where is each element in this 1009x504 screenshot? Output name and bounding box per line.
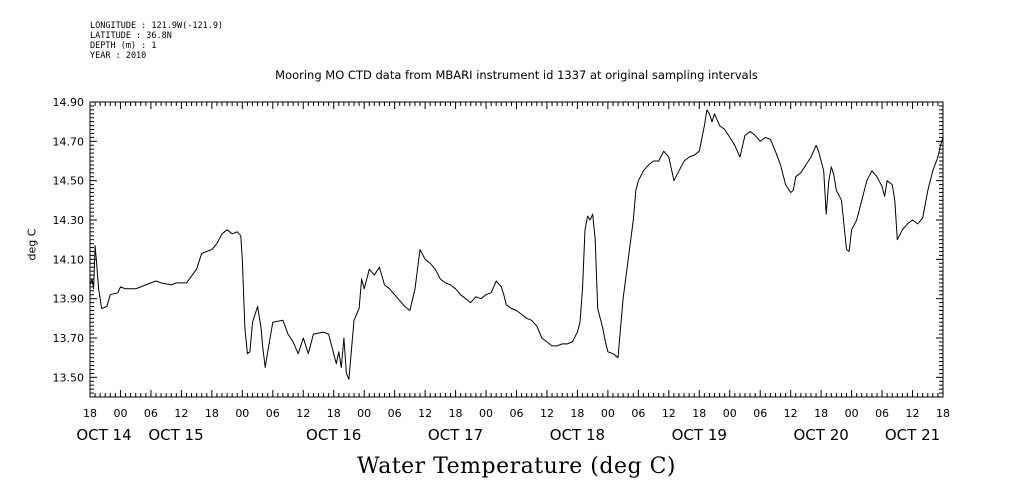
x-axis: 18 00 06 12 18 00 06 12 18 00 06 12 18 00 06 12 18 00 06 12… (76, 102, 950, 444)
y-tick-label: 14.50 (53, 175, 85, 188)
x-tick-label: 12 (174, 407, 188, 420)
x-tick-label: 00 (235, 407, 249, 420)
x-day-label: OCT 18 (550, 426, 605, 444)
year-text: YEAR : 2010 (90, 51, 147, 61)
longitude-text: LONGITUDE : 121.9W(-121.9) (90, 21, 224, 31)
x-tick-label: 12 (540, 407, 554, 420)
x-tick-label: 18 (570, 407, 584, 420)
y-tick-label: 13.70 (53, 332, 85, 345)
x-tick-label: 18 (449, 407, 463, 420)
x-day-label: OCT 19 (672, 426, 727, 444)
x-day-label: OCT 14 (76, 426, 131, 444)
x-tick-label: 00 (723, 407, 737, 420)
x-tick-label: 00 (601, 407, 615, 420)
temperature-line (89, 109, 944, 380)
y-tick-label: 14.10 (53, 253, 85, 266)
x-tick-label: 06 (510, 407, 524, 420)
x-tick-label: 06 (144, 407, 158, 420)
x-day-label: OCT 17 (428, 426, 483, 444)
x-day-label: OCT 20 (793, 426, 848, 444)
x-tick-label: 00 (357, 407, 371, 420)
x-tick-label: 12 (662, 407, 676, 420)
series-group (89, 109, 944, 380)
x-tick-label: 12 (418, 407, 432, 420)
x-tick-label: 00 (479, 407, 493, 420)
y-tick-label: 13.90 (53, 293, 85, 306)
x-tick-label: 12 (784, 407, 798, 420)
y-tick-label: 14.90 (53, 96, 85, 109)
metadata-block: LONGITUDE : 121.9W(-121.9) LATITUDE : 36… (90, 21, 223, 61)
x-tick-label: 18 (327, 407, 341, 420)
plot-frame (89, 101, 944, 398)
y-tick-label: 14.30 (53, 214, 85, 227)
y-tick-label: 14.70 (53, 135, 85, 148)
depth-text: DEPTH (m) : 1 (90, 41, 157, 51)
x-day-label: OCT 21 (885, 426, 940, 444)
x-tick-label: 12 (296, 407, 310, 420)
x-tick-label: 18 (692, 407, 706, 420)
x-tick-label: 06 (631, 407, 645, 420)
x-tick-label: 18 (205, 407, 219, 420)
x-tick-label: 06 (388, 407, 402, 420)
x-day-label: OCT 15 (148, 426, 203, 444)
x-day-label: OCT 16 (306, 426, 361, 444)
x-tick-label: 06 (753, 407, 767, 420)
y-tick-label: 13.50 (53, 371, 85, 384)
x-tick-label: 00 (845, 407, 859, 420)
x-tick-label: 18 (83, 407, 97, 420)
x-tick-label: 18 (814, 407, 828, 420)
latitude-text: LATITUDE : 36.8N (90, 31, 172, 41)
x-axis-title: Water Temperature (deg C) (357, 454, 676, 479)
x-tick-label: 00 (113, 407, 127, 420)
x-tick-label: 12 (906, 407, 920, 420)
y-axis: 13.50 13.70 13.90 14.10 14.30 14.50 14.70 14.90 (53, 96, 943, 398)
x-tick-label: 18 (936, 407, 950, 420)
chart-title: Mooring MO CTD data from MBARI instrumen… (275, 68, 758, 82)
x-tick-label: 06 (266, 407, 280, 420)
x-tick-label: 06 (875, 407, 889, 420)
